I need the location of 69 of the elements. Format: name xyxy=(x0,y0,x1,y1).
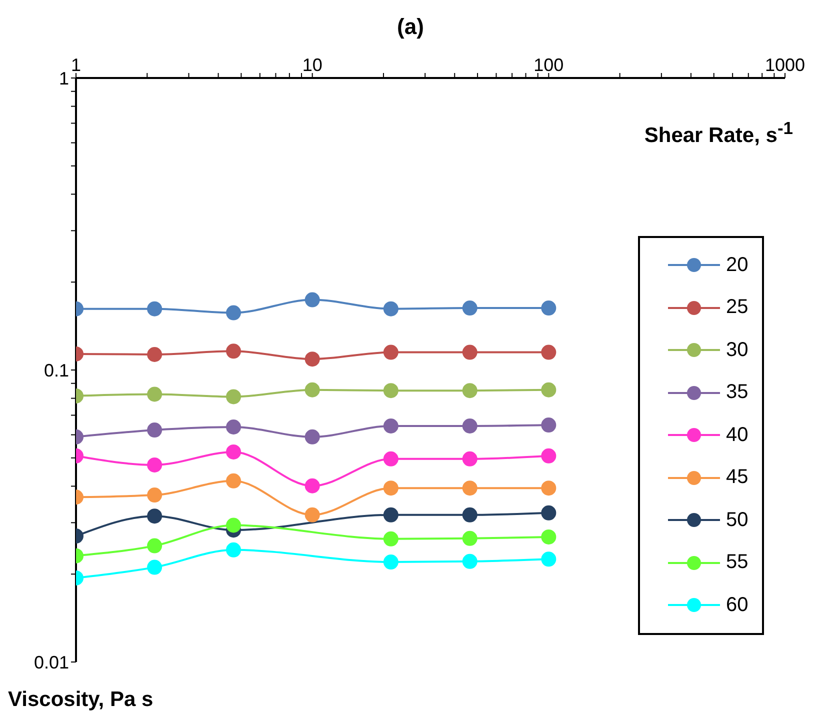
point xyxy=(383,554,398,570)
point xyxy=(383,344,398,360)
point xyxy=(147,538,162,554)
point xyxy=(462,383,478,398)
point xyxy=(147,422,162,438)
point xyxy=(147,457,162,472)
x-tick-label: 1000 xyxy=(764,55,806,75)
x-tick-label: 100 xyxy=(534,55,564,75)
point xyxy=(462,451,478,466)
point xyxy=(541,480,556,496)
chart-title: (a) xyxy=(396,14,425,40)
point xyxy=(147,508,162,524)
point xyxy=(226,542,242,558)
point xyxy=(541,448,556,464)
point xyxy=(462,480,478,496)
legend-label: 25 xyxy=(726,296,748,320)
point xyxy=(226,305,242,320)
y-tick-label: 0.1 xyxy=(44,360,69,380)
legend-label: 45 xyxy=(726,466,748,490)
point xyxy=(147,488,162,503)
legend-label: 55 xyxy=(726,551,748,574)
point xyxy=(462,530,478,546)
point xyxy=(383,383,398,398)
point xyxy=(383,531,398,546)
point xyxy=(462,507,478,522)
point xyxy=(304,382,320,398)
point xyxy=(383,418,398,434)
legend-label: 20 xyxy=(726,254,748,277)
point xyxy=(304,292,320,308)
point xyxy=(462,344,478,360)
point xyxy=(383,451,398,466)
x-tick-label: 1 xyxy=(70,55,82,75)
point xyxy=(304,478,320,494)
legend-label: 35 xyxy=(726,381,748,404)
point xyxy=(541,418,556,433)
legend-label: 30 xyxy=(726,338,748,362)
point xyxy=(383,480,398,496)
point xyxy=(541,300,556,316)
point xyxy=(304,352,320,367)
point xyxy=(541,382,556,398)
point xyxy=(147,560,162,575)
y-tick-label: 1 xyxy=(58,68,69,88)
point xyxy=(383,301,398,316)
point xyxy=(226,419,242,434)
point xyxy=(226,518,242,533)
y-axis-title: Viscosity, Pa s xyxy=(8,688,154,712)
legend-label: 50 xyxy=(726,508,748,532)
point xyxy=(226,473,242,488)
point xyxy=(541,529,556,544)
point xyxy=(541,552,556,567)
x-tick-label: 10 xyxy=(302,55,322,75)
x-axis-title: Shear Rate, s$^{-1}$ xyxy=(644,118,793,148)
legend-label: 40 xyxy=(726,424,748,447)
point xyxy=(462,554,478,569)
point xyxy=(462,300,478,316)
point xyxy=(462,418,478,434)
point xyxy=(147,301,162,316)
point xyxy=(147,386,162,402)
legend-label: 60 xyxy=(726,594,748,617)
point xyxy=(226,444,242,460)
point xyxy=(226,344,242,359)
point xyxy=(383,507,398,522)
y-tick-label: 0.01 xyxy=(34,652,69,672)
point xyxy=(541,505,556,520)
point xyxy=(541,344,556,360)
point xyxy=(226,389,242,404)
point xyxy=(304,429,320,444)
point xyxy=(147,347,162,362)
point xyxy=(304,507,320,522)
